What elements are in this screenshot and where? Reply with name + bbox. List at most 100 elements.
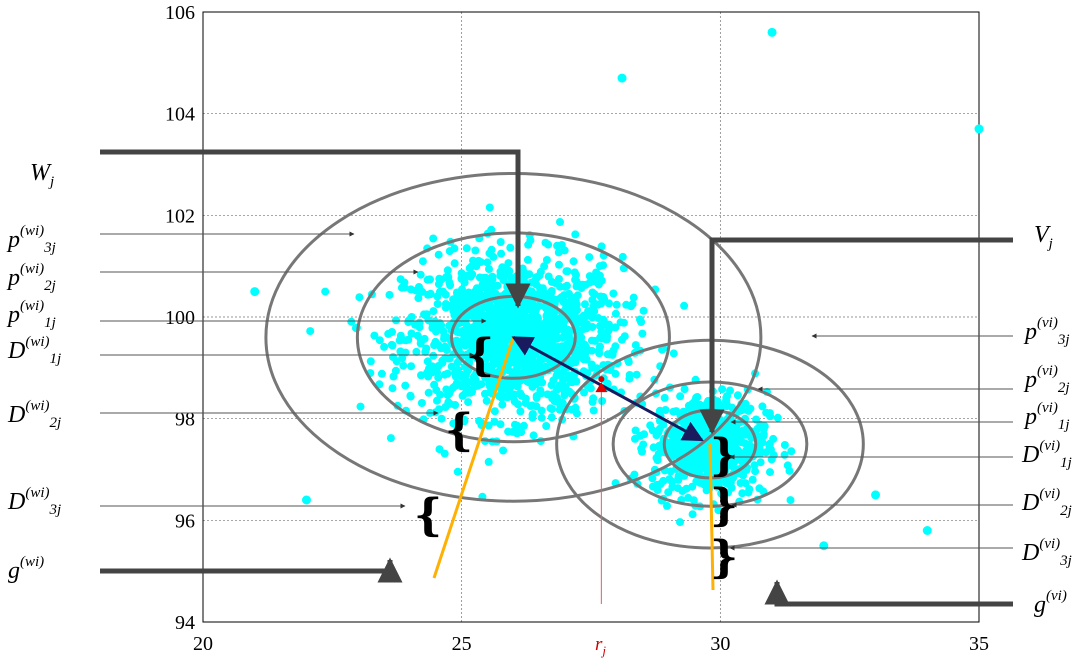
data-point xyxy=(547,381,556,390)
data-point xyxy=(717,489,726,498)
data-point xyxy=(460,415,469,424)
data-point xyxy=(487,245,496,254)
data-point xyxy=(414,287,423,296)
y-tick-label: 100 xyxy=(165,307,195,329)
data-point xyxy=(435,319,444,328)
data-point xyxy=(387,340,396,349)
data-point xyxy=(396,331,405,340)
data-point xyxy=(424,290,432,299)
data-point xyxy=(693,393,702,401)
w-distance-segment xyxy=(432,336,515,579)
data-point xyxy=(688,482,697,491)
data-point xyxy=(476,258,485,266)
data-point xyxy=(552,315,561,324)
tick-labels: 20 25 30 35 94 96 98 100 102 104 106 xyxy=(165,2,989,655)
data-point xyxy=(624,358,633,366)
data-point xyxy=(605,350,614,359)
data-point xyxy=(375,336,384,345)
g-wi-callout-line xyxy=(100,557,403,583)
data-point xyxy=(429,307,438,316)
data-point xyxy=(321,287,330,296)
data-point xyxy=(370,331,379,340)
v-callout-line xyxy=(699,237,1013,435)
data-point xyxy=(755,484,764,493)
label-w: Wj xyxy=(30,160,54,190)
label-d-wi-3j: D(wi)3j xyxy=(7,485,61,518)
data-point xyxy=(555,260,563,269)
data-point xyxy=(433,396,441,405)
data-point xyxy=(632,370,641,379)
data-point xyxy=(556,400,565,409)
data-point xyxy=(762,408,771,417)
data-point xyxy=(380,342,389,351)
data-point xyxy=(569,257,578,266)
data-point xyxy=(477,362,485,371)
data-point xyxy=(497,389,505,398)
data-point xyxy=(714,481,723,490)
y-tick-label: 104 xyxy=(165,104,195,126)
data-point xyxy=(590,307,599,316)
data-point xyxy=(616,318,625,327)
x-tick-label: 35 xyxy=(969,633,989,655)
data-point xyxy=(567,405,576,414)
data-point xyxy=(552,322,561,331)
data-point xyxy=(742,447,751,456)
data-point xyxy=(758,402,767,411)
data-point xyxy=(686,459,695,468)
outlier-point xyxy=(617,73,627,83)
data-point xyxy=(480,334,489,343)
label-g-wi: g(wi) xyxy=(8,554,44,584)
data-point xyxy=(725,446,734,455)
data-point xyxy=(595,349,604,358)
y-tick-label: 94 xyxy=(175,612,195,634)
data-point xyxy=(693,455,702,464)
data-point xyxy=(430,341,439,350)
data-point xyxy=(552,333,561,341)
data-point xyxy=(433,300,442,308)
data-point xyxy=(519,318,528,327)
data-point xyxy=(665,475,674,484)
data-point xyxy=(485,279,494,288)
label-d-vi-2j: D(vi)2j xyxy=(1021,486,1072,519)
data-point xyxy=(473,324,482,333)
data-point xyxy=(631,341,640,350)
outlier-point xyxy=(922,526,932,535)
data-point xyxy=(540,262,549,271)
data-point xyxy=(407,362,416,371)
data-point xyxy=(555,275,563,283)
data-point xyxy=(453,467,462,476)
data-point xyxy=(787,447,796,456)
data-point xyxy=(669,444,678,453)
data-point xyxy=(386,434,395,443)
data-point xyxy=(496,420,505,429)
data-point xyxy=(423,275,432,284)
data-point xyxy=(628,299,637,308)
data-point xyxy=(518,350,527,359)
outlier-point xyxy=(974,124,984,134)
data-point xyxy=(648,482,657,491)
data-point xyxy=(429,234,438,243)
data-point xyxy=(655,424,664,433)
data-point xyxy=(594,280,603,289)
data-point xyxy=(767,445,775,454)
r-marker-dot xyxy=(598,376,605,383)
data-point xyxy=(548,405,556,414)
overlay xyxy=(511,336,704,604)
data-point xyxy=(522,270,531,278)
data-point xyxy=(680,301,689,310)
data-point xyxy=(406,285,415,294)
data-point xyxy=(490,417,499,426)
data-point xyxy=(470,291,479,300)
data-point xyxy=(535,271,544,280)
data-point xyxy=(571,275,580,284)
outlier-point xyxy=(819,541,829,551)
data-point xyxy=(714,399,723,408)
data-point xyxy=(506,243,515,252)
data-point xyxy=(445,354,454,363)
data-point xyxy=(655,406,664,415)
data-point xyxy=(407,313,416,321)
data-point xyxy=(611,309,620,318)
callouts xyxy=(100,149,1013,607)
data-point xyxy=(485,350,493,359)
data-point xyxy=(721,454,730,463)
